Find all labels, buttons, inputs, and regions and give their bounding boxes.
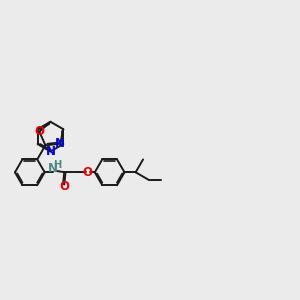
Text: O: O — [82, 166, 92, 179]
Text: N: N — [45, 145, 56, 158]
Text: O: O — [59, 180, 69, 194]
Text: N: N — [48, 162, 58, 175]
Text: N: N — [55, 137, 65, 150]
Text: H: H — [53, 160, 61, 170]
Text: O: O — [34, 125, 44, 138]
